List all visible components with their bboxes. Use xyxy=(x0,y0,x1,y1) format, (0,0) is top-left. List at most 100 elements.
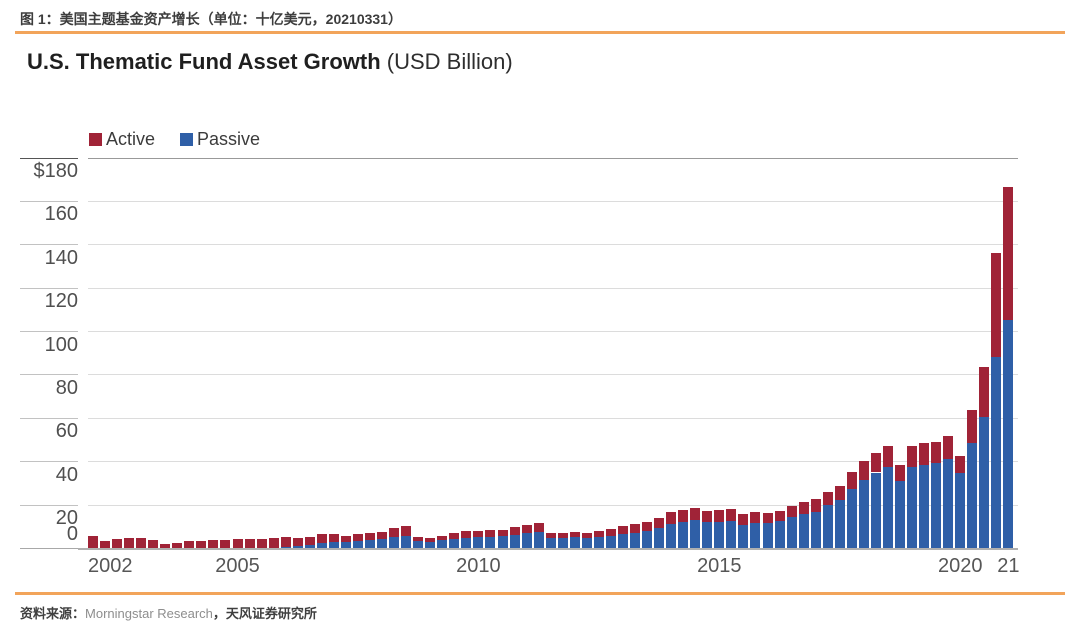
bar-2009Q2-active xyxy=(437,536,448,541)
bar-2013Q2-active xyxy=(630,524,640,533)
bar-2011Q1-active xyxy=(521,525,532,534)
bar-2020Q3-passive xyxy=(979,417,990,548)
x-axis-line xyxy=(78,548,1018,550)
gridline-60 xyxy=(88,417,1018,419)
bar-2012Q4-passive xyxy=(605,535,616,548)
bar-2010Q1-active xyxy=(473,530,484,538)
bar-2014Q1-active xyxy=(666,512,677,524)
bar-2010Q2-active xyxy=(485,530,496,537)
bar-2009Q1-passive xyxy=(425,541,436,548)
bar-2004Q1-active xyxy=(184,541,195,548)
bar-2013Q3-active xyxy=(642,522,653,532)
bar-2010Q3-active xyxy=(497,529,508,537)
source-institution: ，天风证券研究所 xyxy=(212,606,317,621)
bar-2013Q4-passive xyxy=(654,527,665,548)
gridline-20 xyxy=(88,504,1018,506)
bar-2006Q4-passive xyxy=(316,543,327,548)
bar-2007Q3-passive xyxy=(352,541,363,548)
y-tick-mark-60 xyxy=(20,417,78,419)
y-axis-label-20: 20 xyxy=(55,507,78,530)
bar-2011Q4-passive xyxy=(557,537,568,548)
bar-2005Q1-active xyxy=(232,539,243,548)
bar-2002Q1-active xyxy=(88,536,98,548)
bar-2011Q2-passive xyxy=(533,532,544,548)
bar-2005Q4-active xyxy=(268,538,279,548)
bar-2013Q1-passive xyxy=(617,533,628,548)
bar-2019Q1-passive xyxy=(907,466,918,548)
gridline-40 xyxy=(88,461,1018,463)
chart-legend: Active Passive xyxy=(89,129,285,149)
bar-2007Q4-passive xyxy=(365,540,376,548)
bar-2009Q4-active xyxy=(461,531,472,538)
source-line: 资料来源：Morningstar Research，天风证券研究所 xyxy=(20,603,317,622)
bar-2015Q1-passive xyxy=(714,521,725,548)
bar-2003Q2-active xyxy=(148,540,159,548)
x-axis-label-2005: 2005 xyxy=(215,555,260,577)
y-axis-label-180: $180 xyxy=(33,160,79,182)
y-axis-label-60: 60 xyxy=(55,420,78,443)
gridline-100 xyxy=(88,331,1018,333)
bar-2006Q2-passive xyxy=(292,546,303,548)
bar-2019Q3-passive xyxy=(931,462,942,548)
bar-2009Q3-passive xyxy=(449,538,460,548)
bar-2014Q1-passive xyxy=(666,523,677,548)
bar-2004Q4-active xyxy=(220,539,231,548)
y-tick-mark-180 xyxy=(20,157,78,159)
bar-2005Q2-active xyxy=(244,539,255,548)
bar-2018Q3-passive xyxy=(882,467,893,548)
source-prefix: 资料来源： xyxy=(20,606,86,621)
bar-2020Q2-passive xyxy=(967,442,978,548)
y-axis-label-140: 140 xyxy=(44,246,78,269)
passive-series-swatch xyxy=(180,132,194,146)
figure-caption: 图 1：美国主题基金资产增长（单位：十亿美元，20210331） xyxy=(20,11,402,27)
bar-2019Q4-passive xyxy=(943,459,954,548)
bar-2018Q3-active xyxy=(882,446,893,468)
bar-2008Q1-active xyxy=(377,532,388,539)
bar-2005Q3-active xyxy=(256,538,267,548)
bar-2019Q1-active xyxy=(907,446,918,467)
bar-2019Q3-active xyxy=(931,441,942,463)
bar-2017Q1-passive xyxy=(810,511,821,548)
chart-title-main: U.S. Thematic Fund Asset Growth xyxy=(27,49,381,74)
y-tick-mark-100 xyxy=(20,331,78,333)
x-axis-label-2010: 2010 xyxy=(456,555,501,577)
bar-2007Q1-active xyxy=(328,534,339,543)
bar-2014Q4-active xyxy=(702,510,713,523)
y-axis-label-80: 80 xyxy=(55,376,78,399)
bar-2007Q4-active xyxy=(365,533,376,541)
y-axis-label-40: 40 xyxy=(55,463,78,486)
bar-2014Q3-passive xyxy=(690,520,701,548)
legend-item-active: Active xyxy=(89,130,155,148)
bar-2006Q1-active xyxy=(280,537,291,547)
bar-2011Q3-active xyxy=(545,533,556,539)
bar-2017Q3-passive xyxy=(834,500,845,548)
legend-label-passive: Passive xyxy=(197,129,261,149)
bar-2008Q4-active xyxy=(413,537,424,542)
bar-2006Q1-passive xyxy=(280,546,291,548)
bar-2018Q2-active xyxy=(870,452,881,473)
bar-2002Q3-active xyxy=(112,538,123,548)
x-axis-label-2020: 2020 xyxy=(937,555,983,577)
bar-2008Q4-passive xyxy=(413,541,424,548)
bar-2016Q4-passive xyxy=(798,514,809,548)
bar-2020Q2-active xyxy=(967,409,978,443)
gridline-160 xyxy=(88,200,1018,202)
bar-2009Q1-active xyxy=(425,538,436,542)
y-axis-label-120: 120 xyxy=(44,290,78,313)
bar-2017Q2-active xyxy=(822,491,833,505)
bar-2015Q4-active xyxy=(750,512,761,524)
bar-2015Q3-passive xyxy=(738,524,749,548)
bar-2006Q3-active xyxy=(304,536,315,545)
bar-2008Q1-passive xyxy=(377,538,388,548)
bar-2019Q4-active xyxy=(943,436,954,460)
bar-2007Q2-passive xyxy=(340,542,351,548)
bar-2015Q2-passive xyxy=(726,520,737,548)
chart-title: U.S. Thematic Fund Asset Growth (USD Bil… xyxy=(27,50,513,74)
y-tick-mark-40 xyxy=(20,461,78,463)
bar-2008Q3-passive xyxy=(401,535,412,548)
active-series-swatch xyxy=(89,132,102,146)
bar-2013Q4-active xyxy=(654,517,665,528)
bar-2016Q2-passive xyxy=(774,521,785,548)
bar-2016Q3-active xyxy=(786,505,797,518)
bar-2016Q2-active xyxy=(774,510,785,522)
